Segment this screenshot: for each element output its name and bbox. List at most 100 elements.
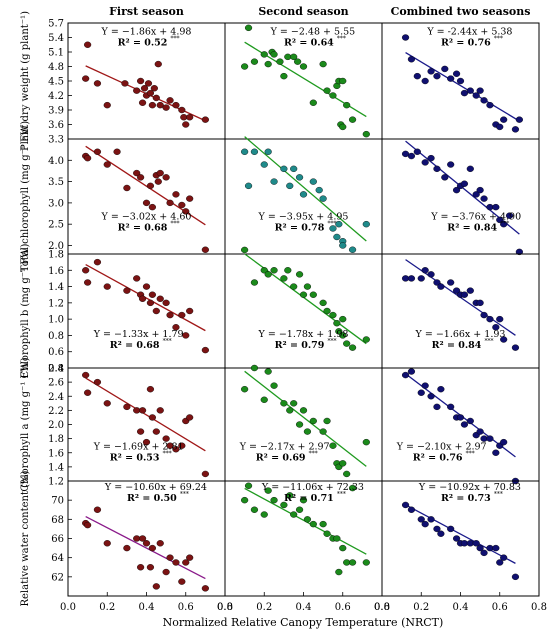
data-point — [486, 435, 494, 442]
data-point — [496, 216, 504, 224]
data-point — [500, 438, 508, 446]
regression-equation: Y = −1.78x + 1.98 — [258, 329, 349, 340]
data-point — [417, 275, 425, 282]
data-point — [421, 159, 429, 166]
data-point — [437, 530, 445, 537]
y-tick-label: 2.8 — [48, 364, 64, 375]
data-point — [142, 438, 151, 446]
data-point — [201, 470, 209, 478]
data-point — [492, 324, 500, 331]
data-point — [480, 549, 488, 557]
x-tick-label: 0.4 — [453, 602, 469, 613]
data-point — [486, 101, 494, 109]
x-axis-label: Normalized Relative Canopy Temperature (… — [163, 616, 444, 629]
regression-equation: Y = −2.48 + 5.55 — [270, 27, 356, 38]
y-tick-label: 3.3 — [48, 135, 64, 146]
data-point — [113, 148, 121, 155]
data-point — [264, 368, 272, 375]
data-point — [348, 246, 357, 253]
data-point — [250, 279, 259, 286]
data-point — [146, 385, 155, 393]
data-point — [362, 336, 370, 343]
data-point — [244, 24, 253, 32]
data-point — [290, 511, 298, 518]
data-point — [511, 126, 520, 133]
x-tick-label: 0.8 — [217, 602, 233, 613]
data-point — [148, 544, 156, 552]
y-tick-label: 5.1 — [48, 48, 64, 59]
r-squared-label: R² = 0.68 — [110, 340, 160, 351]
data-point — [82, 371, 90, 379]
data-point — [84, 279, 92, 286]
data-point — [511, 573, 520, 581]
data-point — [339, 315, 347, 323]
y-tick-label: 0.4 — [48, 364, 64, 375]
panel-frame — [381, 367, 540, 482]
data-point — [166, 97, 174, 104]
data-point — [447, 75, 455, 82]
data-point — [244, 182, 253, 190]
data-point — [178, 201, 186, 209]
data-point — [319, 428, 327, 435]
data-point — [339, 332, 347, 339]
significance-stars: *** — [466, 450, 475, 457]
y-tick-label: 2.6 — [48, 378, 64, 389]
data-point — [303, 516, 312, 523]
y-tick-label: 2.4 — [48, 392, 64, 403]
regression-line — [85, 377, 206, 452]
data-point — [295, 506, 304, 513]
data-point — [476, 87, 484, 94]
regression-line — [405, 52, 520, 122]
data-point — [201, 346, 209, 354]
data-point — [93, 506, 102, 513]
data-point — [460, 421, 469, 428]
data-point — [137, 174, 145, 181]
regression-line — [244, 370, 367, 467]
data-point — [290, 283, 298, 290]
data-point — [323, 530, 331, 537]
y-tick-label: 1.2 — [48, 477, 64, 488]
data-point — [401, 371, 410, 379]
data-point — [260, 511, 268, 518]
y-tick-label: 2.5 — [48, 220, 64, 231]
data-point — [186, 414, 194, 421]
regression-equation: Y = −1.66x + 1.93 — [415, 329, 506, 340]
r-squared-label: R² = 0.76 — [413, 452, 463, 463]
data-point — [276, 58, 284, 65]
data-point — [319, 299, 327, 307]
data-point — [201, 116, 209, 123]
significance-stars: *** — [494, 491, 503, 498]
r-squared-label: R² = 0.50 — [127, 493, 177, 504]
data-point — [515, 248, 523, 256]
y-tick-label: 3.0 — [48, 198, 64, 209]
data-point — [417, 516, 425, 523]
data-point — [264, 487, 272, 494]
y-tick-label: 64 — [51, 553, 64, 564]
data-point — [103, 540, 111, 547]
data-point — [472, 191, 480, 198]
data-point — [500, 116, 508, 123]
data-point — [452, 70, 461, 77]
r-squared-label: R² = 0.76 — [441, 38, 491, 49]
regression-equation: Y = −2.17x + 2.97 — [239, 441, 330, 452]
data-point — [437, 283, 445, 290]
regression-equation: Y = −11.06x + 72.33 — [261, 482, 364, 493]
data-point — [339, 460, 347, 467]
data-point — [427, 68, 435, 75]
regression-equation: Y = −10.92x + 70.83 — [418, 482, 521, 493]
data-point — [437, 385, 445, 393]
data-point — [137, 77, 145, 85]
data-point — [362, 438, 370, 446]
data-point — [401, 34, 410, 41]
data-point — [362, 130, 370, 138]
data-point — [133, 169, 141, 177]
data-point — [476, 428, 484, 435]
data-point — [480, 311, 488, 319]
regression-equation: Y = −10.60x + 69.24 — [104, 482, 207, 493]
data-point — [303, 283, 312, 290]
regression-line — [85, 516, 206, 580]
